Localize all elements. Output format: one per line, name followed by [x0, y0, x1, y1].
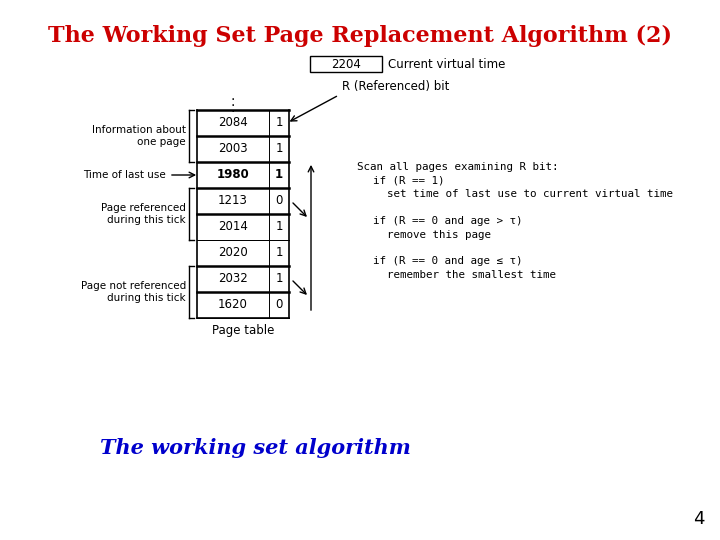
- Text: 1: 1: [275, 246, 283, 260]
- Text: 4: 4: [693, 510, 705, 528]
- Bar: [310, 56, 382, 72]
- Text: 2020: 2020: [218, 246, 248, 260]
- Text: Information about
one page: Information about one page: [92, 125, 186, 147]
- Text: .: .: [231, 89, 235, 103]
- Text: 1620: 1620: [218, 299, 248, 312]
- Text: Scan all pages examining R bit:: Scan all pages examining R bit:: [357, 162, 559, 172]
- Text: set time of last use to current virtual time: set time of last use to current virtual …: [387, 189, 673, 199]
- Text: 1: 1: [275, 220, 283, 233]
- Text: .: .: [231, 95, 235, 109]
- Text: R (Referenced) bit: R (Referenced) bit: [342, 80, 449, 93]
- Text: remember the smallest time: remember the smallest time: [387, 270, 556, 280]
- Text: Page referenced
during this tick: Page referenced during this tick: [101, 203, 186, 225]
- Text: Page table: Page table: [212, 324, 274, 337]
- Text: The Working Set Page Replacement Algorithm (2): The Working Set Page Replacement Algorit…: [48, 25, 672, 47]
- Text: The working set algorithm: The working set algorithm: [99, 438, 410, 458]
- Text: if (R == 1): if (R == 1): [373, 176, 444, 186]
- Text: 2003: 2003: [218, 143, 248, 156]
- Text: 0: 0: [275, 299, 283, 312]
- Text: 1: 1: [275, 168, 283, 181]
- Text: 2084: 2084: [218, 117, 248, 130]
- Text: Current virtual time: Current virtual time: [388, 57, 505, 71]
- Text: 2032: 2032: [218, 273, 248, 286]
- Text: 1: 1: [275, 273, 283, 286]
- Text: if (R == 0 and age > τ): if (R == 0 and age > τ): [373, 216, 523, 226]
- Text: if (R == 0 and age ≤ τ): if (R == 0 and age ≤ τ): [373, 256, 523, 267]
- Text: 0: 0: [275, 194, 283, 207]
- Text: 2204: 2204: [331, 57, 361, 71]
- Text: 1: 1: [275, 143, 283, 156]
- Text: remove this page: remove this page: [387, 230, 491, 240]
- Text: .: .: [231, 101, 235, 115]
- Text: 1980: 1980: [217, 168, 249, 181]
- Text: Page not referenced
during this tick: Page not referenced during this tick: [81, 281, 186, 303]
- Text: 1: 1: [275, 117, 283, 130]
- Text: Time of last use: Time of last use: [84, 170, 166, 180]
- Text: 2014: 2014: [218, 220, 248, 233]
- Text: 1213: 1213: [218, 194, 248, 207]
